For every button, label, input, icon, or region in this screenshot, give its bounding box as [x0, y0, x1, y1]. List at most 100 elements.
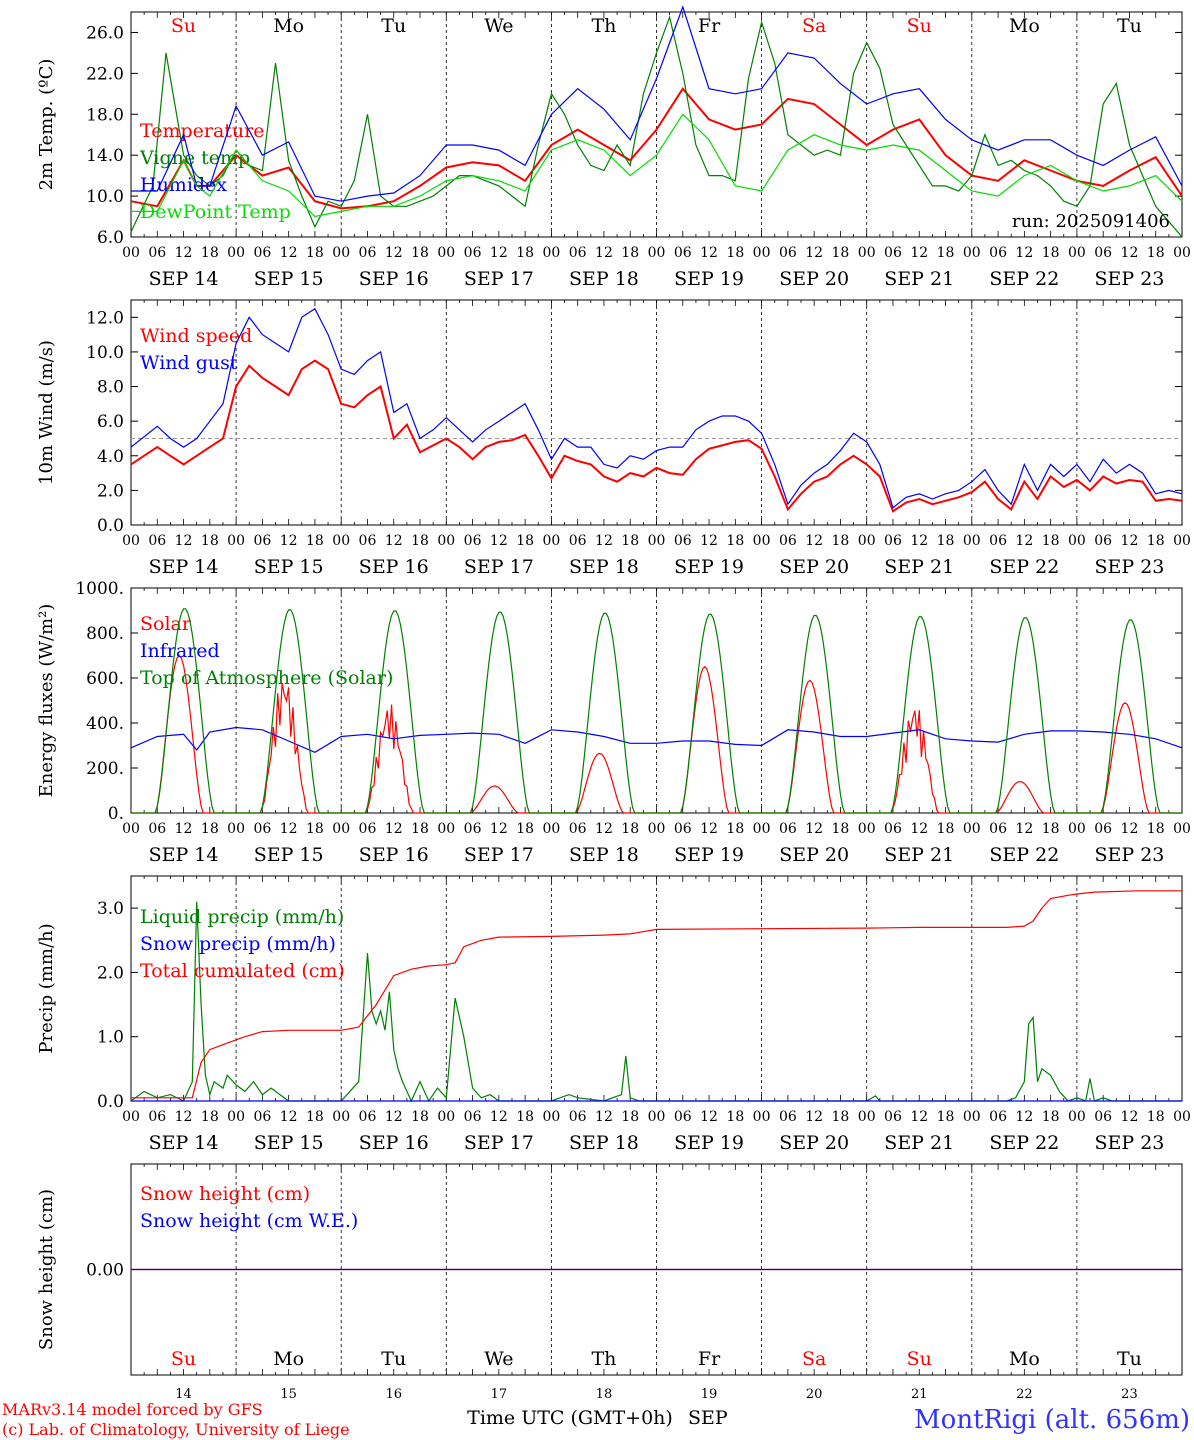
x-hour-label: 06 [884, 1109, 902, 1125]
x-hour-label: 12 [280, 1109, 298, 1125]
x-hour-label: 12 [700, 245, 718, 261]
x-hour-label: 06 [674, 821, 692, 837]
y-axis-label: 2m Temp. (ºC) [36, 59, 57, 191]
x-hour-label: 12 [280, 245, 298, 261]
y-tick-label: 800. [86, 624, 124, 644]
x-hour-label: 00 [963, 1109, 981, 1125]
x-hour-label: 00 [542, 533, 560, 549]
x-hour-label: 06 [464, 821, 482, 837]
x-date-label: SEP 16 [359, 844, 429, 866]
x-date-label: SEP 21 [884, 1132, 954, 1154]
x-date-label: SEP 23 [1095, 1132, 1165, 1154]
legend-entry: Snow precip (mm/h) [140, 933, 336, 955]
x-hour-label: 18 [306, 821, 324, 837]
day-name-label: Tu [1117, 15, 1142, 37]
x-date-label: SEP 19 [674, 268, 744, 290]
x-hour-label: 06 [1094, 1109, 1112, 1125]
x-hour-label: 00 [753, 245, 771, 261]
x-day-number: 16 [385, 1387, 402, 1402]
x-hour-label: 00 [1173, 1109, 1191, 1125]
x-hour-label: 00 [1173, 821, 1191, 837]
x-day-number: 17 [491, 1387, 508, 1402]
x-hour-label: 06 [464, 533, 482, 549]
x-hour-label: 18 [937, 245, 955, 261]
day-name-label: Su [171, 15, 196, 37]
x-hour-label: 18 [937, 533, 955, 549]
x-date-label: SEP 17 [464, 268, 534, 290]
x-hour-label: 12 [175, 821, 193, 837]
x-hour-label: 00 [753, 821, 771, 837]
y-tick-label: 14.0 [86, 146, 124, 166]
x-hour-label: 00 [648, 1109, 666, 1125]
x-hour-label: 06 [884, 533, 902, 549]
x-hour-label: 12 [700, 1109, 718, 1125]
y-tick-label: 8.0 [97, 378, 124, 398]
x-hour-label: 00 [122, 821, 140, 837]
x-hour-label: 18 [726, 821, 744, 837]
x-hour-label: 00 [648, 821, 666, 837]
x-hour-label: 12 [910, 1109, 928, 1125]
y-tick-label: 3.0 [97, 899, 124, 919]
x-hour-label: 12 [805, 821, 823, 837]
panel-3: 0. 200. 400. 600. 800. 1000. Energy fluxes (W/… [36, 579, 1191, 866]
x-hour-label: 12 [595, 821, 613, 837]
x-hour-label: 06 [989, 1109, 1007, 1125]
x-hour-label: 00 [1173, 245, 1191, 261]
x-hour-label: 06 [1094, 821, 1112, 837]
legend-entry: Vigne temp [139, 147, 250, 169]
x-hour-label: 06 [148, 821, 166, 837]
x-date-label: SEP 19 [674, 844, 744, 866]
x-hour-label: 00 [1068, 1109, 1086, 1125]
x-hour-label: 00 [753, 1109, 771, 1125]
x-hour-label: 18 [411, 533, 429, 549]
legend-entry: Wind gust [140, 352, 238, 374]
x-hour-label: 00 [1068, 533, 1086, 549]
x-hour-label: 18 [726, 533, 744, 549]
x-hour-label: 18 [832, 533, 850, 549]
x-hour-label: 06 [359, 245, 377, 261]
day-name-label: Su [171, 1348, 196, 1370]
x-date-label: SEP 14 [149, 268, 219, 290]
day-name-label: Mo [273, 15, 304, 37]
x-hour-label: 18 [832, 1109, 850, 1125]
x-hour-label: 06 [253, 1109, 271, 1125]
x-date-label: SEP 14 [149, 844, 219, 866]
day-name-label: Fr [698, 15, 721, 37]
x-hour-label: 12 [490, 821, 508, 837]
x-day-number: 23 [1121, 1387, 1138, 1402]
x-date-label: SEP 16 [359, 268, 429, 290]
y-axis-label: Energy fluxes (W/m²) [36, 604, 57, 798]
day-name-label: Fr [698, 1348, 721, 1370]
y-tick-label: 2.0 [97, 963, 124, 983]
x-hour-label: 06 [1094, 245, 1112, 261]
x-hour-label: 00 [858, 245, 876, 261]
legend-entry: Liquid precip (mm/h) [140, 906, 344, 928]
series-line [130, 901, 1182, 1103]
x-hour-label: 00 [1173, 533, 1191, 549]
x-hour-label: 06 [779, 821, 797, 837]
y-tick-label: 18.0 [86, 105, 124, 125]
x-date-label: SEP 18 [569, 1132, 639, 1154]
x-hour-label: 00 [542, 245, 560, 261]
x-hour-label: 12 [805, 245, 823, 261]
x-hour-label: 12 [385, 821, 403, 837]
y-tick-label: 6.0 [97, 412, 124, 432]
y-axis-label: Snow height (cm) [36, 1189, 57, 1350]
x-date-label: SEP 16 [359, 556, 429, 578]
x-hour-label: 06 [148, 1109, 166, 1125]
y-tick-label: 10.0 [86, 187, 124, 207]
x-hour-label: 06 [464, 245, 482, 261]
x-date-label: SEP 22 [989, 268, 1059, 290]
x-hour-label: 12 [1121, 245, 1139, 261]
x-hour-label: 12 [1121, 1109, 1139, 1125]
legend-entry: Infrared [140, 640, 220, 662]
x-hour-label: 12 [1015, 533, 1033, 549]
x-hour-label: 06 [989, 533, 1007, 549]
x-hour-label: 18 [516, 821, 534, 837]
legend-entry: Temperature [140, 120, 264, 142]
x-hour-label: 06 [674, 1109, 692, 1125]
x-date-label: SEP 19 [674, 1132, 744, 1154]
x-hour-label: 06 [359, 1109, 377, 1125]
x-hour-label: 06 [1094, 533, 1112, 549]
x-hour-label: 00 [437, 821, 455, 837]
